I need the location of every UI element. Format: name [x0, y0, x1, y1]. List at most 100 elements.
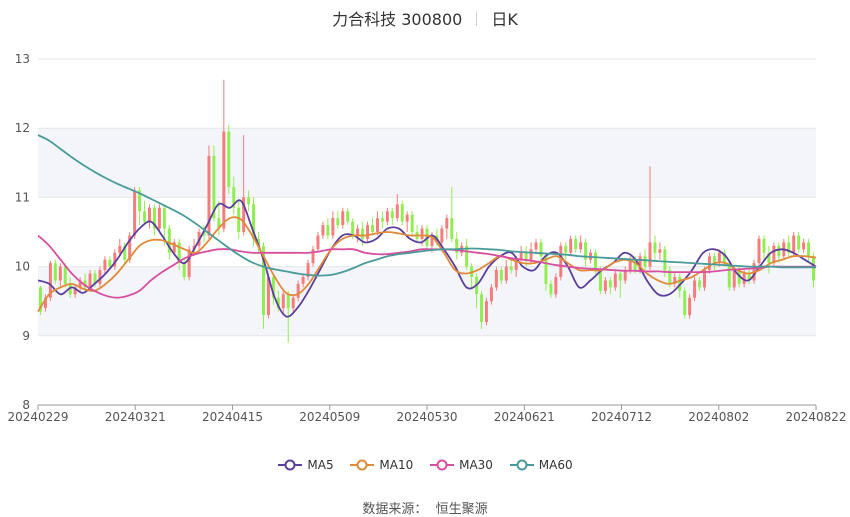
candle-body [549, 283, 553, 295]
candle [271, 273, 275, 305]
series-line-ma10 [37, 216, 817, 313]
candle-body [88, 273, 92, 288]
candle [276, 290, 280, 312]
candle-body [430, 235, 434, 246]
candle-body [638, 256, 642, 271]
candle [143, 200, 147, 226]
candle [613, 270, 617, 291]
candle [648, 166, 652, 271]
candle-body [311, 249, 315, 264]
candle-body [643, 256, 647, 267]
candle [341, 207, 345, 229]
candle-body [252, 204, 256, 239]
candle [356, 225, 360, 243]
candle-body [356, 228, 360, 236]
candle-body [683, 290, 687, 316]
candle-body [767, 252, 771, 264]
candle-body [633, 259, 637, 271]
candle-body [83, 280, 87, 288]
candle [489, 283, 493, 305]
candle-body [326, 225, 330, 236]
candle-body [732, 270, 736, 288]
candle-body [301, 276, 305, 284]
candle [559, 242, 563, 281]
candle-body [177, 242, 181, 264]
candle-body [167, 228, 171, 253]
candle [494, 266, 498, 291]
candle-body [321, 225, 325, 236]
candle-body [762, 238, 766, 253]
candle-body [291, 297, 295, 309]
data-source: 数据来源： 恒生聚源 [0, 498, 850, 517]
candle-body [772, 245, 776, 264]
series-line-ma5 [37, 199, 817, 318]
candle-body [405, 214, 409, 222]
candle [703, 266, 706, 291]
candle [579, 235, 583, 253]
legend: MA5 MA10 MA30 MA60 [0, 458, 850, 472]
legend-item-ma5[interactable]: MA5 [277, 458, 334, 472]
candle-body [593, 252, 597, 271]
y-tick-label: 13 [15, 52, 30, 66]
candle-body [93, 273, 97, 284]
candle-body [63, 266, 67, 284]
candle-body [707, 256, 711, 271]
candle-body [227, 131, 231, 188]
candle-body [78, 280, 82, 288]
candle-body [152, 207, 156, 229]
chart-title: 力合科技 300800 日K [0, 6, 850, 30]
x-tick-label: 20240509 [299, 410, 360, 424]
candle-body [58, 266, 62, 281]
candle [202, 225, 206, 243]
candle [574, 235, 578, 253]
candle-body [306, 263, 310, 277]
candle [390, 207, 394, 226]
candle [534, 238, 538, 253]
candle [450, 187, 454, 243]
candle [48, 261, 52, 302]
candle-body [133, 190, 137, 236]
candle-body [480, 294, 483, 322]
candle [683, 287, 687, 319]
candle-body [603, 280, 607, 291]
candle [549, 280, 553, 298]
candle-body [346, 211, 350, 222]
candle [53, 259, 57, 284]
x-tick-label: 20240802 [688, 410, 749, 424]
candle [400, 200, 404, 226]
candle-body [157, 207, 161, 229]
candle [43, 294, 47, 312]
candle-body [68, 283, 72, 295]
candle-body [698, 280, 702, 288]
candle [227, 124, 231, 194]
candle-body [797, 235, 801, 250]
candle [554, 273, 558, 298]
legend-item-ma60[interactable]: MA60 [509, 458, 573, 472]
candle [321, 221, 325, 239]
candle-body [564, 245, 568, 253]
candle [812, 252, 816, 288]
moving-average-lines [37, 134, 817, 318]
candle-body [717, 252, 721, 264]
candle [222, 79, 226, 232]
candle-body [123, 245, 127, 260]
candle [415, 225, 419, 243]
candle [584, 238, 588, 267]
candle-body [202, 232, 206, 236]
series-line-ma60 [37, 134, 817, 277]
candle [455, 232, 459, 260]
candle-body [465, 245, 469, 267]
candle [326, 218, 330, 239]
candle-body [53, 263, 57, 281]
candle-body [257, 238, 261, 246]
candle-body [737, 270, 741, 284]
candle-body [420, 228, 424, 239]
candle-body [331, 218, 335, 236]
candle [78, 276, 82, 291]
candle-body [98, 270, 102, 284]
candle-body [232, 187, 236, 208]
legend-item-ma30[interactable]: MA30 [429, 458, 493, 472]
candle [247, 190, 251, 212]
legend-item-ma10[interactable]: MA10 [349, 458, 413, 472]
